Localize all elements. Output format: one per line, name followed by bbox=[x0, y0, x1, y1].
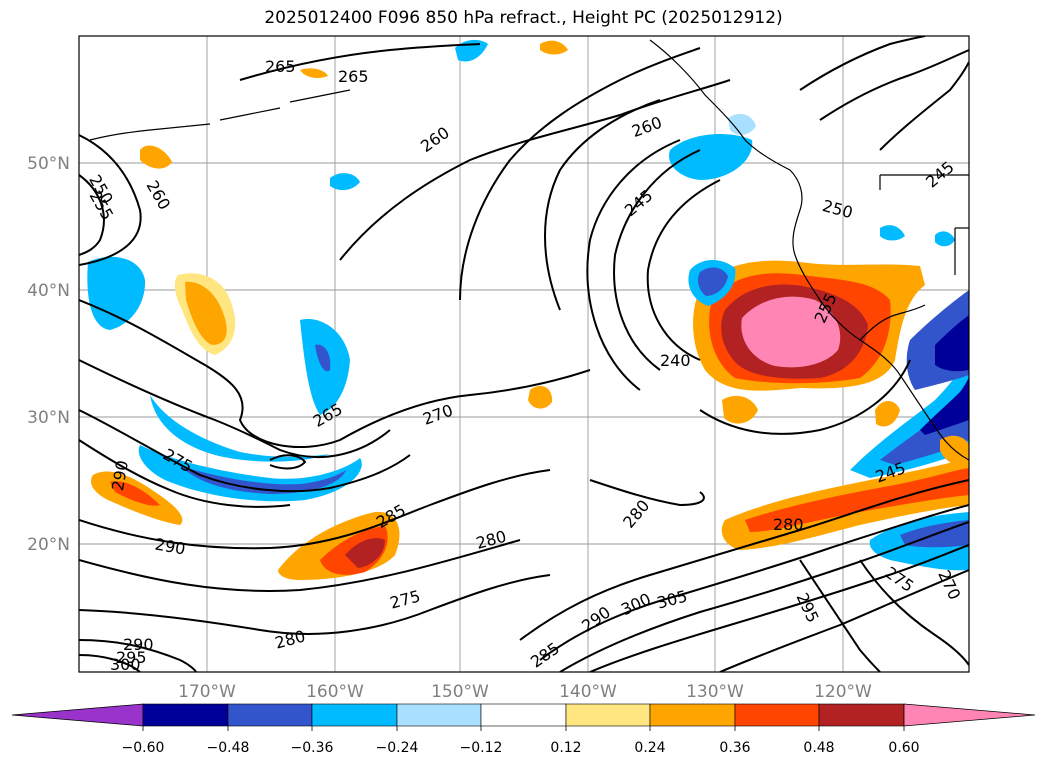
colorbar-tick: 0.12 bbox=[550, 740, 581, 756]
colorbar-tick: 0.60 bbox=[888, 740, 919, 756]
colorbar-swatch bbox=[734, 703, 820, 727]
colorbar-swatch bbox=[480, 703, 567, 727]
lat-label: 30°N bbox=[27, 408, 70, 428]
contour-label: 295 bbox=[116, 648, 147, 667]
height-contours bbox=[79, 36, 969, 672]
map-border bbox=[78, 35, 970, 673]
colorbar-ticks: −0.60 −0.48 −0.36 −0.24 −0.12 0.12 0.24 … bbox=[122, 740, 920, 756]
colorbar-under-triangle bbox=[11, 703, 144, 727]
colorbar-tick: −0.12 bbox=[460, 740, 503, 756]
colorbar-tick: 0.24 bbox=[634, 740, 665, 756]
colorbar-over-triangle bbox=[903, 703, 1036, 727]
colorbar-swatch bbox=[818, 703, 905, 727]
colorbar-tick: 0.48 bbox=[803, 740, 834, 756]
contour-label: 265 bbox=[338, 67, 369, 86]
coastlines bbox=[89, 39, 969, 461]
colorbar-swatch bbox=[142, 703, 229, 727]
map-title: 2025012400 F096 850 hPa refract., Height… bbox=[264, 8, 783, 28]
lon-label: 160°W bbox=[306, 682, 364, 702]
longitude-labels: 170°W 160°W 150°W 140°W 130°W 120°W bbox=[178, 682, 872, 702]
colorbar-tick: −0.36 bbox=[291, 740, 334, 756]
colorbar-swatch bbox=[649, 703, 736, 727]
colorbar-swatch bbox=[565, 703, 651, 727]
contour-label: 300 bbox=[110, 655, 141, 674]
lon-label: 150°W bbox=[431, 682, 489, 702]
contour-label: 280 bbox=[773, 515, 804, 534]
contour-label: 290 bbox=[123, 635, 154, 654]
latitude-labels: 50°N 40°N 30°N 20°N bbox=[27, 154, 70, 555]
lon-label: 140°W bbox=[559, 682, 617, 702]
contour-label: 240 bbox=[660, 351, 691, 370]
lon-label: 120°W bbox=[814, 682, 872, 702]
colorbar-tick: 0.36 bbox=[719, 740, 750, 756]
colorbar-tick: −0.60 bbox=[122, 740, 165, 756]
lat-label: 20°N bbox=[27, 535, 70, 555]
colorbar: −0.60 −0.48 −0.36 −0.24 −0.12 0.12 0.24 … bbox=[11, 703, 1036, 756]
colorbar-tick: −0.24 bbox=[376, 740, 419, 756]
contour-label: 265 bbox=[265, 57, 296, 76]
lon-label: 170°W bbox=[178, 682, 236, 702]
colorbar-tick: −0.48 bbox=[207, 740, 250, 756]
colorbar-swatch bbox=[396, 703, 482, 727]
colorbar-swatch bbox=[311, 703, 398, 727]
colorbar-swatch bbox=[227, 703, 313, 727]
lat-label: 40°N bbox=[27, 281, 70, 301]
lat-label: 50°N bbox=[27, 154, 70, 174]
lon-label: 130°W bbox=[686, 682, 744, 702]
